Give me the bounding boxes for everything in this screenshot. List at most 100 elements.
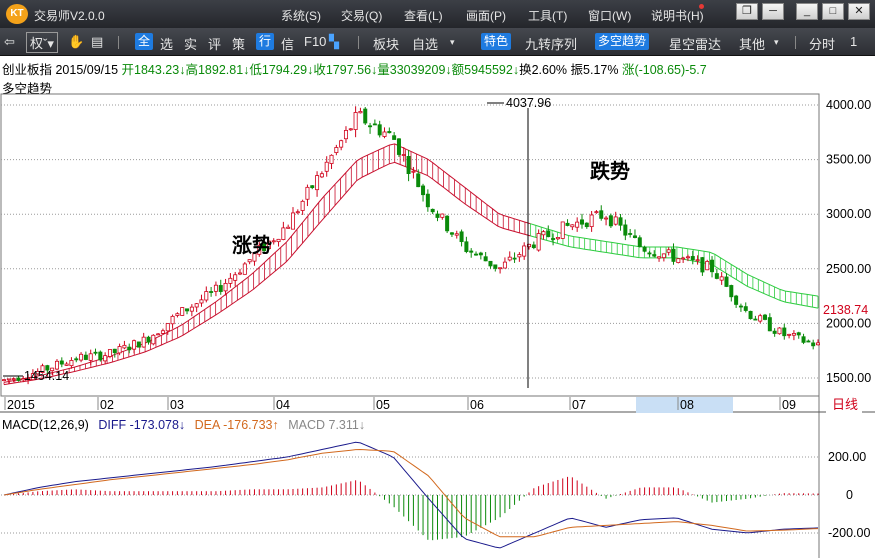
kline-chart[interactable]: 4000.00 3500.00 3000.00 2500.00 2000.00 1500.… [0, 56, 875, 558]
candle-body [286, 226, 291, 229]
toolbar-divider [358, 36, 359, 49]
candle-body [579, 219, 584, 225]
period-one-button[interactable]: 1 [850, 34, 858, 49]
realtime-button[interactable]: 实 [184, 37, 198, 52]
feature-button[interactable]: 特色 [481, 33, 512, 50]
fall-annotation: 跌势 [590, 159, 630, 183]
chevron-down-icon[interactable]: ▾ [450, 37, 455, 47]
candle-body [613, 216, 618, 225]
candle-body [623, 224, 628, 236]
period-box [826, 395, 862, 413]
candle-body [79, 353, 84, 361]
menu-screen[interactable]: 画面(P) [466, 9, 506, 23]
peak-label: 4037.96 [506, 96, 551, 110]
candle-body [806, 340, 811, 343]
hand-icon[interactable]: ✋ [68, 34, 85, 49]
candle-body [305, 186, 310, 200]
candle-body [382, 131, 387, 137]
candle-body [136, 341, 141, 348]
candle-body [772, 330, 777, 334]
menu-window[interactable]: 窗口(W) [588, 9, 632, 23]
candle-body [165, 323, 170, 332]
candle-body [276, 238, 281, 243]
minimize-button[interactable]: _ [796, 3, 818, 20]
candle-body [425, 193, 430, 208]
candle-body [575, 221, 580, 228]
candle-body [743, 306, 748, 311]
app-name: 交易师V2.0.0 [34, 9, 105, 23]
time-tick-label: 03 [170, 398, 184, 412]
watchlist-button[interactable]: 自选 [412, 37, 439, 52]
candle-body [647, 252, 652, 255]
time-tick-label: 05 [376, 398, 390, 412]
macd-value: MACD 7.311↓ [288, 418, 366, 432]
other-button[interactable]: 其他 [739, 37, 766, 52]
candle-body [710, 259, 715, 273]
time-tick-label: 07 [572, 398, 586, 412]
candle-body [657, 256, 662, 259]
candle-body [801, 336, 806, 343]
candle-body [459, 231, 464, 243]
info-button[interactable]: 信 [281, 37, 295, 52]
menu-trade[interactable]: 交易(Q) [341, 9, 383, 23]
quote-button[interactable]: 行 [256, 33, 275, 50]
candle-body [493, 264, 498, 269]
nine-turn-button[interactable]: 九转序列 [525, 37, 578, 52]
menu-system[interactable]: 系统(S) [281, 9, 321, 23]
candle-body [632, 235, 637, 238]
intraday-button[interactable]: 分时 [809, 37, 836, 52]
close-button[interactable]: ✕ [848, 3, 870, 20]
strategy-button[interactable]: 策 [232, 37, 246, 52]
radar-button[interactable]: 星空雷达 [669, 37, 722, 52]
candle-body [315, 175, 320, 191]
menu-tools[interactable]: 工具(T) [528, 9, 568, 23]
time-tick-label: 09 [782, 398, 796, 412]
candle-body [151, 334, 156, 345]
sector-button[interactable]: 板块 [373, 37, 400, 52]
candle-body [435, 213, 440, 218]
candle-body [729, 285, 734, 298]
candle-body [266, 240, 271, 250]
candle-body [343, 130, 348, 140]
candle-body [69, 360, 74, 367]
open-value: 开1843.23↓ [121, 63, 186, 77]
rise-annotation: 涨势 [232, 234, 272, 257]
close-value: 收1797.56↓ [313, 63, 378, 77]
menu-help[interactable]: 说明书(H) [651, 9, 704, 23]
candle-body [584, 222, 589, 228]
review-button[interactable]: 评 [208, 37, 222, 52]
restore-button[interactable]: ❐ [736, 3, 758, 20]
candle-body [570, 224, 575, 228]
candle-body [107, 349, 112, 357]
toolbar-divider [118, 36, 119, 49]
candle-body [26, 377, 31, 381]
candle-body [242, 263, 247, 275]
settings-button[interactable]: ─ [762, 3, 784, 20]
candle-body [551, 238, 556, 240]
candle-body [700, 257, 705, 273]
select-button[interactable]: 选 [160, 37, 174, 52]
candle-body [541, 231, 546, 236]
candle-body [714, 273, 719, 279]
candle-body [271, 240, 276, 243]
candle-body [483, 256, 488, 262]
trend-button[interactable]: 多空趋势 [595, 33, 650, 50]
candle-body [194, 303, 199, 308]
layout-icon[interactable]: ▚ [329, 34, 339, 49]
candle-body [690, 256, 695, 261]
candle-body [233, 274, 238, 281]
ruler-icon[interactable]: ▤ [91, 34, 104, 49]
maximize-button[interactable]: □ [822, 3, 844, 20]
candle-body [247, 259, 252, 263]
price-tick-label: 3000.00 [826, 207, 871, 221]
rights-dropdown[interactable]: 权ˇ▾ [26, 32, 58, 53]
back-arrow-icon[interactable]: ⇦ [4, 34, 15, 49]
candle-body [599, 210, 604, 219]
menu-view[interactable]: 查看(L) [404, 9, 443, 23]
f10-button[interactable]: F10 [304, 34, 327, 49]
candle-body [83, 354, 88, 360]
all-button[interactable]: 全 [135, 33, 154, 50]
chevron-down-icon[interactable]: ▾ [774, 37, 779, 47]
candle-body [50, 367, 55, 372]
macd-label-row: MACD(12,26,9) DIFF -173.078↓ DEA -176.73… [2, 418, 365, 432]
